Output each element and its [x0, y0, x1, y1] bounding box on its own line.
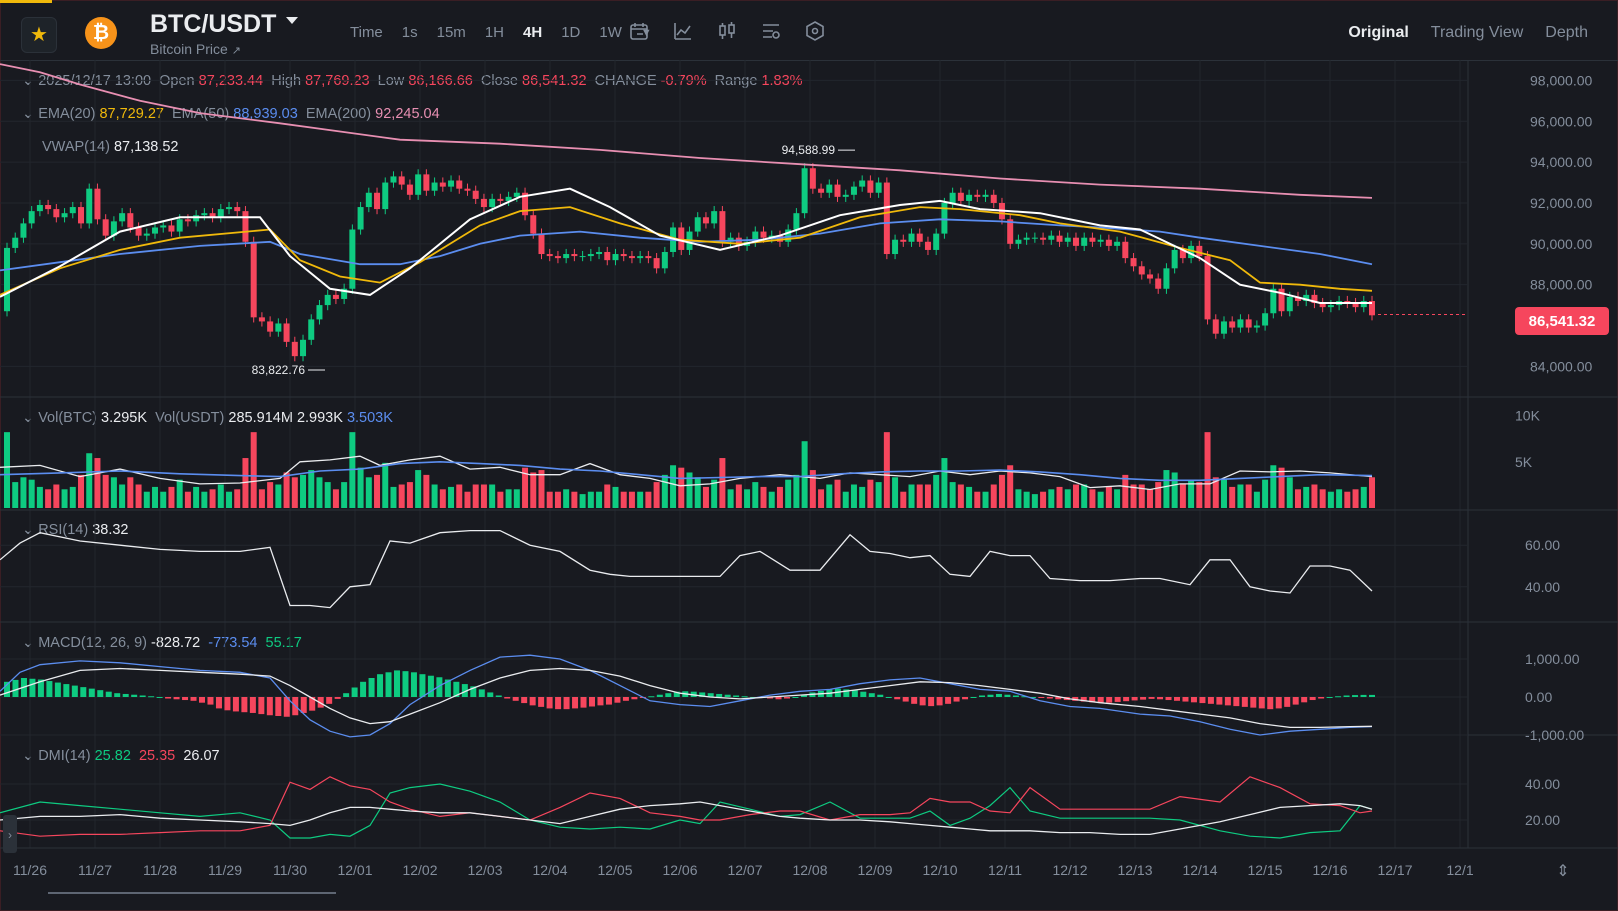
- macd-hist-value: 55.17: [265, 635, 302, 651]
- dmi-adx-value: 26.07: [183, 748, 220, 764]
- view-trading-view[interactable]: Trading View: [1430, 24, 1524, 41]
- vol-usdt-label: Vol(USDT): [155, 410, 225, 426]
- interval-1w[interactable]: 1W: [599, 24, 622, 41]
- change-label: CHANGE: [594, 73, 657, 89]
- vol-ma1-value: 2.993K: [296, 410, 343, 426]
- ema200-label: EMA(200): [305, 106, 372, 122]
- vol-usdt-value: 285.914M: [228, 410, 293, 426]
- collapse-chevron-icon[interactable]: ⌄: [22, 410, 35, 426]
- close-value: 86,541.32: [522, 73, 587, 89]
- ema200-value: 92,245.04: [375, 106, 440, 122]
- collapse-chevron-icon[interactable]: ⌄: [22, 522, 35, 538]
- open-value: 87,233.44: [198, 73, 264, 89]
- chevron-down-icon[interactable]: [286, 17, 298, 24]
- accent-line: [0, 0, 52, 3]
- low-value: 86,166.66: [408, 73, 473, 89]
- rsi-label: RSI(14): [38, 522, 89, 538]
- ema-legend: ⌄ EMA(20) 87,729.27 EMA(50) 88,939.03 EM…: [22, 106, 440, 122]
- collapse-chevron-icon[interactable]: ⌄: [22, 748, 35, 764]
- vol-btc-label: Vol(BTC): [38, 410, 98, 426]
- range-value: 1.83%: [761, 73, 803, 89]
- price-subtitle[interactable]: Bitcoin Price ↗: [150, 41, 241, 57]
- view-original[interactable]: Original: [1348, 24, 1409, 41]
- change-value: -0.79%: [660, 73, 707, 89]
- pair-title[interactable]: BTC/USDT: [150, 10, 277, 38]
- header-bar: ★ ₿ BTC/USDT Bitcoin Price ↗ Time 1s 15m…: [0, 0, 1618, 61]
- ema50-label: EMA(50): [172, 106, 230, 122]
- calendar-icon[interactable]: [628, 20, 650, 42]
- collapse-chevron-icon[interactable]: ⌄: [22, 635, 35, 651]
- vwap-value: 87,138.52: [113, 139, 179, 155]
- line-chart-icon[interactable]: [672, 20, 694, 42]
- collapse-chevron-icon[interactable]: ⌄: [22, 106, 35, 122]
- vol-btc-value: 3.295K: [101, 410, 148, 426]
- high-value: 87,769.23: [305, 73, 370, 89]
- ema20-label: EMA(20): [38, 106, 96, 122]
- volume-legend: ⌄ Vol(BTC) 3.295K Vol(USDT) 285.914M 2.9…: [22, 410, 393, 426]
- dmi-label: DMI(14): [38, 748, 91, 764]
- view-depth[interactable]: Depth: [1545, 24, 1588, 41]
- indicator-settings-icon[interactable]: [760, 20, 782, 42]
- ohlc-legend: ⌄ 2025/12/17 13:00 Open 87,233.44 High 8…: [22, 73, 803, 89]
- rsi-value: 38.32: [92, 522, 129, 538]
- view-tabs: Original Trading View Depth: [1326, 24, 1588, 42]
- chart-tools: [620, 20, 840, 42]
- favorite-button[interactable]: ★: [21, 17, 57, 53]
- macd-dea-value: -773.54: [208, 635, 258, 651]
- star-icon: ★: [30, 24, 48, 46]
- collapse-chevron-icon[interactable]: ⌄: [22, 73, 35, 89]
- ohlc-date: 2025/12/17 13:00: [38, 73, 152, 89]
- interval-1h[interactable]: 1H: [484, 24, 504, 41]
- rsi-legend: ⌄ RSI(14) 38.32: [22, 522, 128, 538]
- external-link-icon: ↗: [231, 45, 241, 57]
- interval-15m[interactable]: 15m: [436, 24, 466, 41]
- macd-label: MACD(12, 26, 9): [38, 635, 147, 651]
- range-label: Range: [714, 73, 758, 89]
- dmi-legend: ⌄ DMI(14) 25.82 25.35 26.07: [22, 748, 220, 764]
- candle-icon[interactable]: [716, 20, 738, 42]
- vwap-label: VWAP(14): [42, 139, 110, 155]
- subtitle-text: Bitcoin Price: [150, 41, 228, 57]
- dmi-mdi-value: 25.35: [138, 748, 176, 764]
- dmi-pdi-value: 25.82: [94, 748, 131, 764]
- ema50-value: 88,939.03: [233, 106, 298, 122]
- macd-legend: ⌄ MACD(12, 26, 9) -828.72 -773.54 55.17: [22, 635, 302, 651]
- interval-4h[interactable]: 4H: [523, 24, 543, 41]
- vol-ma2-value: 3.503K: [346, 410, 393, 426]
- ema20-value: 87,729.27: [99, 106, 164, 122]
- bitcoin-icon: ₿: [85, 17, 117, 49]
- interval-1d[interactable]: 1D: [561, 24, 581, 41]
- current-price-tag: 86,541.32: [1515, 307, 1609, 335]
- macd-dif-value: -828.72: [151, 635, 201, 651]
- close-label: Close: [480, 73, 518, 89]
- open-label: Open: [159, 73, 195, 89]
- low-label: Low: [377, 73, 405, 89]
- interval-time[interactable]: Time: [350, 24, 383, 41]
- hexagon-settings-icon[interactable]: [804, 20, 826, 42]
- interval-1s[interactable]: 1s: [401, 24, 418, 41]
- vwap-legend: VWAP(14) 87,138.52: [42, 139, 179, 155]
- high-label: High: [271, 73, 302, 89]
